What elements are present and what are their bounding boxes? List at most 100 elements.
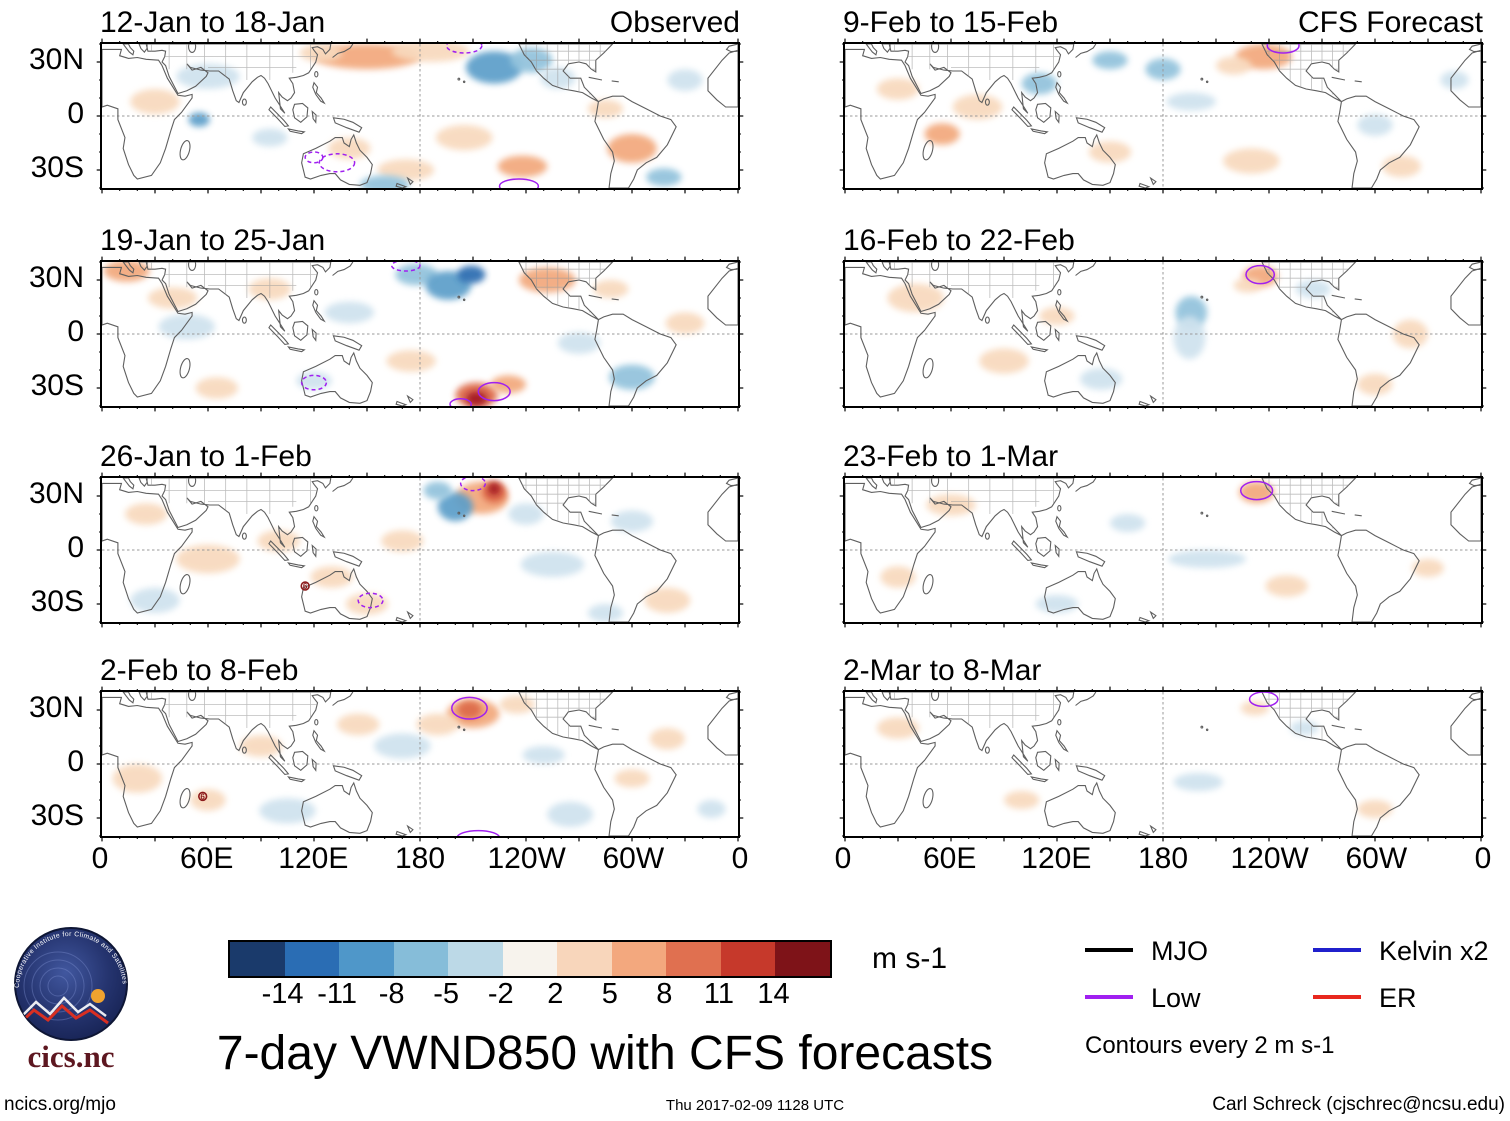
low-contours	[1250, 692, 1278, 706]
y-tick-label: 0	[67, 745, 84, 778]
map-canvas	[100, 42, 740, 190]
colorbar-tick-label: 2	[547, 978, 564, 1010]
y-tick-label: 30N	[28, 261, 84, 294]
axis-ticks	[97, 39, 744, 194]
y-axis-labels: 30N 0 30S	[20, 42, 92, 186]
panel-title: 2-Mar to 8-Mar	[843, 654, 1042, 687]
x-tick-label: 120E	[1021, 842, 1092, 875]
logo-mountains-line	[16, 1003, 109, 1027]
panel-title: 12-Jan to 18-Jan	[100, 6, 326, 39]
legend-label: Low	[1151, 983, 1201, 1013]
axis-ticks	[840, 39, 1487, 194]
legend-entries: MJO Kelvin x2 Low ER	[1085, 936, 1505, 1030]
x-tick-label: 60E	[922, 842, 977, 875]
axis-ticks	[97, 473, 744, 628]
anomaly-field	[887, 265, 1428, 396]
x-tick-label: 180	[394, 842, 446, 875]
colorbar-segment	[339, 942, 394, 976]
x-tick-label: 180	[1137, 842, 1189, 875]
legend-label: MJO	[1151, 936, 1208, 966]
x-tick-label: 120W	[1230, 842, 1309, 875]
legend-label: Kelvin x2	[1379, 936, 1489, 966]
cyclone-label: 6	[200, 792, 205, 801]
colorbar-tick-label: -14	[261, 978, 304, 1010]
map-panel: 9-Feb to 15-Feb CFS Forecast	[843, 8, 1483, 190]
y-tick-label: 30S	[30, 369, 84, 402]
legend-line-sample	[1085, 995, 1133, 999]
map-canvas	[843, 690, 1483, 838]
axis-ticks	[97, 257, 744, 412]
tropical-cyclone-marker	[199, 792, 207, 800]
anomaly-field	[124, 481, 691, 622]
column-header: CFS Forecast	[1297, 6, 1483, 39]
panel-title: 9-Feb to 15-Feb	[843, 6, 1059, 39]
legend-line-sample	[1313, 995, 1361, 999]
panel-title-row: 16-Feb to 22-Feb	[843, 226, 1483, 258]
map-panel: 26-Jan to 1-Feb 6 30N 0 30S	[29, 442, 740, 624]
map-panel: 2-Feb to 8-Feb 6 30N 0 30S	[29, 656, 740, 838]
low-contours	[452, 697, 500, 845]
colorbar-segment	[557, 942, 612, 976]
low-contours	[1241, 482, 1273, 500]
colorbar-segment	[775, 942, 831, 976]
cics-logo-graphic: Cooperative Institute for Climate and Sa…	[14, 927, 128, 1074]
map-panel: 16-Feb to 22-Feb	[843, 226, 1483, 408]
x-axis-labels-right: 0 60E 120E 180 120W 60W 0	[835, 842, 1492, 878]
y-tick-label: 0	[67, 97, 84, 130]
y-tick-label: 30S	[30, 799, 84, 832]
anomaly-field	[880, 481, 1444, 613]
y-tick-label: 30S	[30, 151, 84, 184]
low-contours	[302, 260, 510, 409]
low-contours	[1246, 266, 1274, 284]
axis-ticks	[840, 257, 1487, 412]
colorbar-segment	[448, 942, 503, 976]
x-axis-labels-left: 0 60E 120E 180 120W 60W 0	[92, 842, 749, 878]
y-tick-label: 30N	[28, 691, 84, 724]
x-tick-label: 120W	[487, 842, 566, 875]
colorbar	[228, 940, 832, 978]
figure-title: 7-day VWND850 with CFS forecasts	[216, 1027, 994, 1080]
colorbar-segment	[393, 942, 449, 976]
cics-logo: Cooperative Institute for Climate and Sa…	[4, 922, 138, 1079]
colorbar-tick-label: 11	[703, 978, 734, 1010]
axis-ticks	[840, 473, 1487, 628]
colorbar-tick-label: -8	[378, 978, 405, 1010]
y-axis-labels: 30N 0 30S	[20, 260, 92, 404]
colorbar-units: m s-1	[872, 942, 947, 975]
logo-sun-icon	[91, 989, 105, 1003]
panel-title-row: 2-Mar to 8-Mar	[843, 656, 1483, 688]
footer-credit: Carl Schreck (cjschrec@ncsu.edu)	[1212, 1094, 1505, 1115]
panel-title: 23-Feb to 1-Mar	[843, 440, 1059, 473]
colorbar-segment	[502, 942, 558, 976]
colorbar-segment	[284, 942, 340, 976]
panel-title-row: 9-Feb to 15-Feb CFS Forecast	[843, 8, 1483, 40]
colorbar-tick-label: 5	[601, 978, 618, 1010]
colorbar-tick-label: -2	[487, 978, 514, 1010]
footer-timestamp: Thu 2017-02-09 1128 UTC	[665, 1097, 845, 1114]
colorbar-tick-label: 8	[656, 978, 673, 1010]
panel-title: 19-Jan to 25-Jan	[100, 224, 326, 257]
anomaly-field	[876, 44, 1469, 178]
map-canvas: 6	[100, 476, 740, 624]
x-tick-label: 60W	[602, 842, 665, 875]
legend-line-sample	[1085, 948, 1133, 952]
panel-title: 16-Feb to 22-Feb	[843, 224, 1075, 257]
legend-line-sample	[1313, 948, 1361, 952]
map-canvas	[843, 476, 1483, 624]
map-canvas	[100, 260, 740, 408]
x-tick-label: 0	[834, 842, 852, 875]
map-canvas	[843, 42, 1483, 190]
column-header: Observed	[609, 6, 740, 39]
axis-ticks	[97, 687, 744, 842]
y-axis-labels: 30N 0 30S	[20, 476, 92, 620]
colorbar-segment	[720, 942, 776, 976]
map-canvas	[843, 260, 1483, 408]
cyclone-label: 6	[303, 582, 308, 591]
x-tick-label: 0	[91, 842, 109, 875]
colorbar-segment	[230, 942, 285, 976]
x-tick-label: 60E	[179, 842, 234, 875]
map-canvas: 6	[100, 690, 740, 838]
y-axis-labels: 30N 0 30S	[20, 690, 92, 834]
tropical-cyclone-marker	[301, 582, 309, 590]
legend: MJO Kelvin x2 Low ER Contours every 2 m s-1	[1085, 936, 1505, 1060]
